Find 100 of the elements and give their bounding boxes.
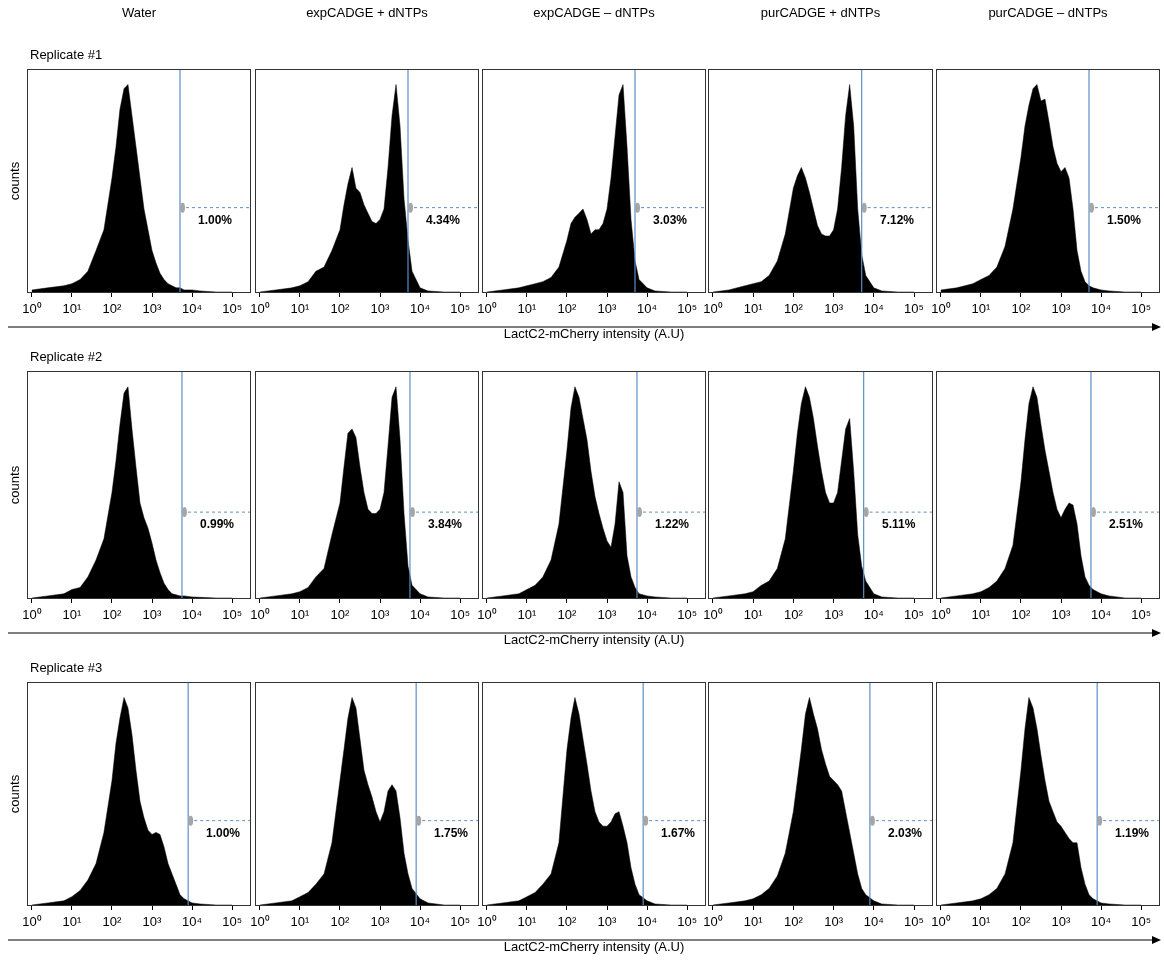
annotation: 3.03% (653, 213, 688, 227)
chart-subtitle: Replicate #3 (30, 660, 103, 675)
x-tick-label: 10⁴ (1091, 913, 1112, 929)
annotation: 1.75% (434, 826, 469, 840)
annotation: 1.50% (1107, 213, 1142, 227)
x-tick-label: 10⁰ (703, 913, 723, 929)
annotation: 0.99% (200, 517, 235, 531)
y-axis-title: counts (6, 774, 22, 814)
x-tick-label: 10² (1011, 913, 1032, 929)
annotation: 1.00% (198, 213, 233, 227)
x-tick-label: 10⁴ (1091, 606, 1112, 622)
x-tick-label: 10¹ (971, 300, 991, 316)
x-axis-title: LactC2-mCherry intensity (A.U) (503, 326, 685, 342)
x-tick-label: 10⁵ (904, 606, 924, 622)
annotation: 2.03% (888, 826, 923, 840)
x-tick-label: 10¹ (290, 606, 310, 622)
chart-title: purCADGE + dNTPs (760, 5, 881, 21)
x-tick-label: 10² (330, 913, 351, 929)
x-tick-label: 10⁰ (250, 300, 270, 316)
y-axis-title: counts (6, 465, 22, 505)
chart-title: Water (121, 5, 157, 21)
x-tick-label: 10⁴ (182, 606, 203, 622)
x-tick-label: 10³ (142, 913, 163, 929)
x-tick-label: 10¹ (743, 606, 764, 622)
x-tick-label: 10⁴ (863, 606, 884, 622)
x-tick-label: 10⁵ (904, 300, 924, 316)
x-tick-label: 10⁰ (22, 606, 42, 622)
x-tick-label: 10⁵ (677, 913, 698, 929)
x-tick-label: 10⁵ (450, 606, 471, 622)
x-tick-label: 10² (102, 300, 123, 316)
x-tick-label: 10⁰ (22, 300, 42, 316)
x-tick-label: 10⁴ (182, 300, 203, 316)
x-tick-label: 10² (783, 300, 804, 316)
x-tick-label: 10⁵ (677, 606, 698, 622)
x-tick-label: 10⁵ (450, 300, 471, 316)
x-tick-label: 10³ (1051, 913, 1072, 929)
x-tick-label: 10⁴ (637, 913, 658, 929)
chart-subtitle: Replicate #1 (30, 47, 103, 62)
x-tick-label: 10⁰ (477, 913, 497, 929)
annotation: 1.22% (655, 517, 690, 531)
x-tick-label: 10⁵ (1131, 913, 1152, 929)
x-tick-label: 10³ (142, 606, 163, 622)
annotation: 1.00% (206, 826, 241, 840)
x-tick-label: 10² (102, 913, 123, 929)
x-tick-label: 10⁵ (1131, 300, 1152, 316)
x-tick-label: 10⁵ (1131, 606, 1152, 622)
x-tick-label: 10² (557, 300, 578, 316)
x-tick-label: 10³ (597, 913, 618, 929)
x-tick-label: 10⁴ (863, 300, 884, 316)
x-tick-label: 10² (102, 606, 123, 622)
x-tick-label: 10¹ (743, 300, 764, 316)
x-tick-label: 10⁰ (931, 913, 951, 929)
x-tick-label: 10⁰ (477, 300, 497, 316)
annotation: 4.34% (426, 213, 461, 227)
x-tick-label: 10⁴ (863, 913, 884, 929)
x-tick-label: 10³ (597, 606, 618, 622)
chart-title: purCADGE – dNTPs (988, 5, 1109, 21)
x-tick-label: 10⁰ (477, 606, 497, 622)
x-tick-label: 10³ (1051, 606, 1072, 622)
x-tick-label: 10⁴ (1091, 300, 1112, 316)
x-tick-label: 10² (783, 913, 804, 929)
x-tick-label: 10² (1011, 606, 1032, 622)
x-tick-label: 10⁴ (410, 300, 431, 316)
x-axis-title: LactC2-mCherry intensity (A.U) (503, 939, 685, 955)
annotation: 1.19% (1115, 826, 1150, 840)
x-tick-label: 10² (1011, 300, 1032, 316)
x-tick-label: 10¹ (971, 606, 991, 622)
x-tick-label: 10⁰ (250, 913, 270, 929)
x-tick-label: 10⁰ (931, 300, 951, 316)
x-tick-label: 10⁴ (637, 300, 658, 316)
x-tick-label: 10² (783, 606, 804, 622)
x-tick-label: 10¹ (743, 913, 764, 929)
x-tick-label: 10¹ (971, 913, 991, 929)
x-tick-label: 10⁵ (222, 300, 243, 316)
x-tick-label: 10⁵ (904, 913, 924, 929)
x-tick-label: 10³ (1051, 300, 1072, 316)
x-tick-label: 10⁴ (410, 606, 431, 622)
annotation: 7.12% (880, 213, 915, 227)
x-tick-label: 10⁴ (637, 606, 658, 622)
x-tick-label: 10⁵ (222, 606, 243, 622)
x-tick-label: 10² (330, 606, 351, 622)
x-tick-label: 10³ (142, 300, 163, 316)
x-axis-title: LactC2-mCherry intensity (A.U) (503, 632, 685, 648)
x-tick-label: 10¹ (517, 913, 537, 929)
y-axis-title: counts (6, 161, 22, 201)
x-tick-label: 10² (330, 300, 351, 316)
x-tick-label: 10³ (597, 300, 618, 316)
x-tick-label: 10⁰ (703, 300, 723, 316)
x-tick-label: 10³ (370, 606, 391, 622)
x-tick-label: 10² (557, 606, 578, 622)
annotation: 2.51% (1109, 517, 1144, 531)
x-tick-label: 10⁴ (182, 913, 203, 929)
x-tick-label: 10¹ (62, 300, 82, 316)
annotation: 1.67% (661, 826, 696, 840)
x-tick-label: 10⁵ (222, 913, 243, 929)
x-tick-label: 10¹ (290, 913, 310, 929)
x-tick-label: 10⁵ (677, 300, 698, 316)
annotation: 5.11% (882, 517, 916, 531)
x-tick-label: 10³ (824, 606, 844, 622)
chart-title: expCADGE – dNTPs (533, 5, 656, 21)
